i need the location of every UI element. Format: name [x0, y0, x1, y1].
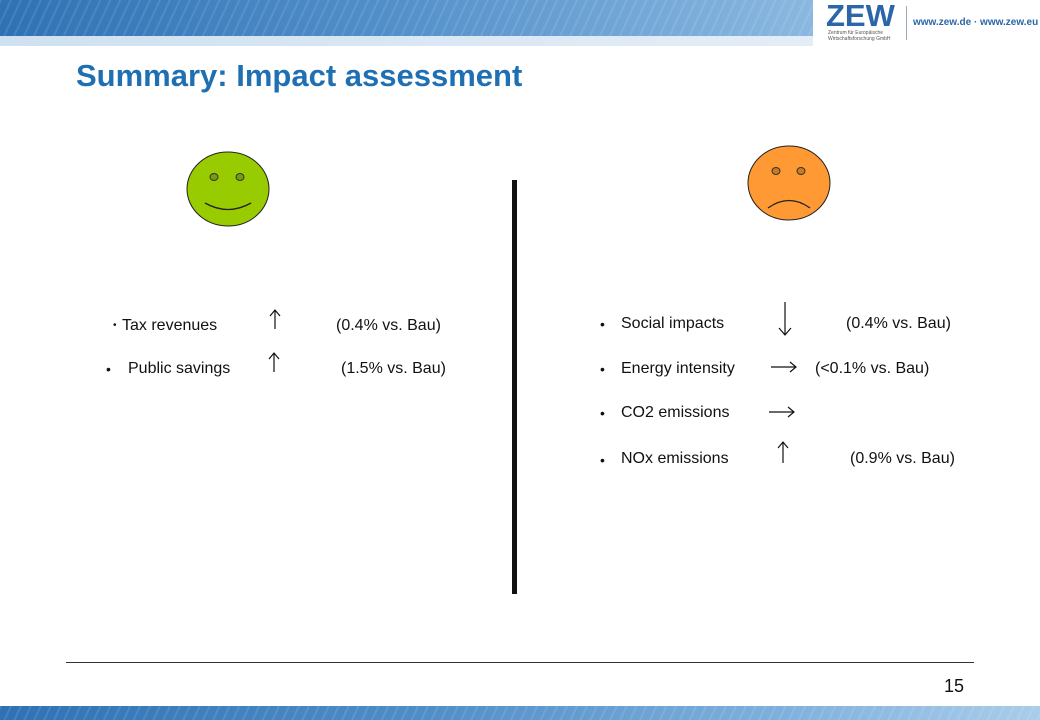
- negative-item-label: CO2 emissions: [621, 404, 730, 421]
- negative-item-value: (0.4% vs. Bau): [846, 315, 951, 332]
- website-url: www.zew.de · www.zew.eu: [913, 17, 1039, 28]
- positive-item-label: Public savings: [128, 360, 231, 377]
- negative-item-value: (0.9% vs. Bau): [850, 450, 955, 467]
- footer-rule: [66, 662, 974, 663]
- bullet: •: [600, 316, 605, 332]
- bullet: •: [600, 452, 605, 468]
- negative-item-label: Social impacts: [621, 315, 725, 332]
- logo-subtitle: Zentrum für Europäische Wirtschaftsforsc…: [828, 30, 891, 42]
- positive-item-label: Tax revenues: [122, 317, 218, 334]
- bullet: •: [600, 405, 605, 421]
- positive-item-value: (1.5% vs. Bau): [341, 360, 446, 377]
- up-arrow-icon: [268, 352, 280, 372]
- page-number: 15: [944, 676, 965, 696]
- negative-item-label: NOx emissions: [621, 450, 729, 467]
- right-arrow-icon: [771, 361, 797, 373]
- zew-logo: ZEW: [826, 0, 895, 33]
- logo-divider: [906, 6, 907, 40]
- footer-banner: [0, 706, 1040, 720]
- down-arrow-icon: [778, 302, 792, 336]
- bullet: •: [600, 361, 605, 377]
- bullet: •: [113, 320, 117, 331]
- happy-face-icon: [186, 151, 270, 227]
- right-arrow-icon: [769, 406, 795, 418]
- sad-face-icon: [747, 145, 831, 221]
- header-strip: [0, 36, 1040, 46]
- negative-item-value: (<0.1% vs. Bau): [815, 360, 930, 377]
- column-divider: [512, 180, 517, 594]
- up-arrow-icon: [777, 441, 789, 463]
- slide-title: Summary: Impact assessment: [76, 58, 523, 93]
- negative-item-label: Energy intensity: [621, 360, 735, 377]
- bullet: •: [106, 361, 111, 377]
- positive-item-value: (0.4% vs. Bau): [336, 317, 441, 334]
- up-arrow-icon: [269, 309, 281, 329]
- logo-area: [813, 0, 1040, 46]
